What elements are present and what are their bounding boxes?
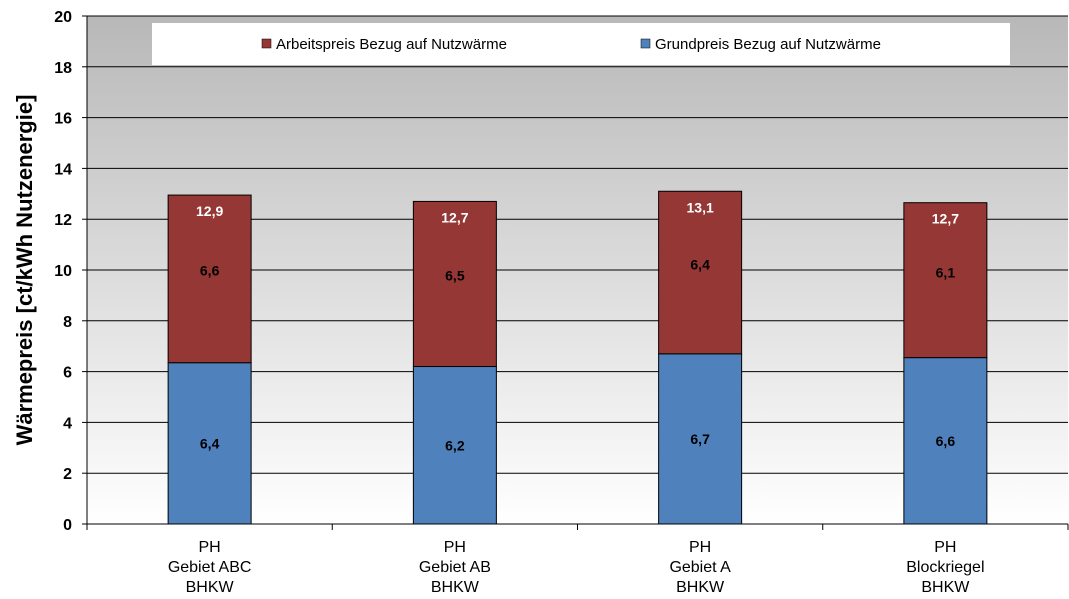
- data-label: 6,7: [690, 431, 710, 447]
- x-category-label: PH: [199, 539, 221, 556]
- y-tick-label: 0: [63, 517, 72, 534]
- y-tick-label: 8: [63, 314, 72, 331]
- data-label: 6,4: [690, 256, 710, 272]
- bars: 6,4 6,6 12,9 6,2 6,5 12,7 6,7 6,4 13,1 6,6 6,1 12,7: [167, 190, 988, 525]
- y-tick-label: 16: [54, 111, 72, 128]
- x-category-label: PH: [689, 539, 711, 556]
- legend-swatch: [640, 38, 651, 49]
- y-tick-label: 6: [63, 365, 72, 382]
- y-tick-labels: 0 2 4 6 8 10 12 14 16 18 20: [54, 9, 72, 534]
- bar-segment-arbeitspreis: [412, 200, 497, 368]
- x-category-label: PH: [934, 539, 956, 556]
- x-category-label: Blockriegel: [906, 559, 984, 576]
- data-label: 6,6: [200, 263, 220, 279]
- x-category-labels: PH Gebiet ABC BHKW PH Gebiet AB BHKW PH Gebiet …: [168, 539, 985, 596]
- data-label: 6,6: [936, 433, 956, 449]
- y-tick-label: 14: [54, 161, 72, 178]
- total-label: 13,1: [687, 199, 714, 215]
- data-label: 6,2: [445, 437, 465, 453]
- y-tick-label: 2: [63, 466, 72, 483]
- bar-segment-arbeitspreis: [903, 202, 988, 359]
- legend-label: Arbeitspreis Bezug auf Nutzwärme: [276, 36, 507, 53]
- x-category-label: Gebiet AB: [419, 559, 491, 576]
- x-category-label: BHKW: [676, 579, 725, 596]
- y-tick-label: 10: [54, 263, 72, 280]
- y-tick-label: 12: [54, 212, 72, 229]
- x-category-label: Gebiet ABC: [168, 559, 252, 576]
- data-label: 6,1: [936, 264, 956, 280]
- axes: [82, 15, 1069, 530]
- x-category-label: PH: [444, 539, 466, 556]
- bar-segment-grundpreis: [903, 357, 988, 525]
- legend: Arbeitspreis Bezug auf Nutzwärme Grundpre…: [152, 23, 1010, 65]
- x-category-label: BHKW: [921, 579, 970, 596]
- total-label: 12,9: [196, 203, 223, 219]
- total-label: 12,7: [932, 211, 959, 227]
- legend-label: Grundpreis Bezug auf Nutzwärme: [655, 36, 881, 53]
- bar-segment-arbeitspreis: [167, 194, 252, 364]
- legend-box: [152, 23, 1010, 65]
- y-tick-label: 18: [54, 60, 72, 77]
- y-tick-label: 4: [63, 415, 72, 432]
- total-label: 12,7: [441, 209, 468, 225]
- x-category-label: BHKW: [431, 579, 480, 596]
- data-label: 6,4: [200, 435, 220, 451]
- data-label: 6,5: [445, 268, 465, 284]
- x-category-label: Gebiet A: [669, 559, 731, 576]
- bar-segment-grundpreis: [167, 362, 252, 525]
- bar-segment-grundpreis: [658, 353, 743, 525]
- x-category-label: BHKW: [186, 579, 235, 596]
- legend-swatch: [261, 38, 272, 49]
- bar-segment-arbeitspreis: [658, 190, 743, 355]
- y-axis-label: Wärmepreis [ct/kWh Nutzenergie]: [12, 95, 37, 446]
- y-tick-label: 20: [54, 9, 72, 26]
